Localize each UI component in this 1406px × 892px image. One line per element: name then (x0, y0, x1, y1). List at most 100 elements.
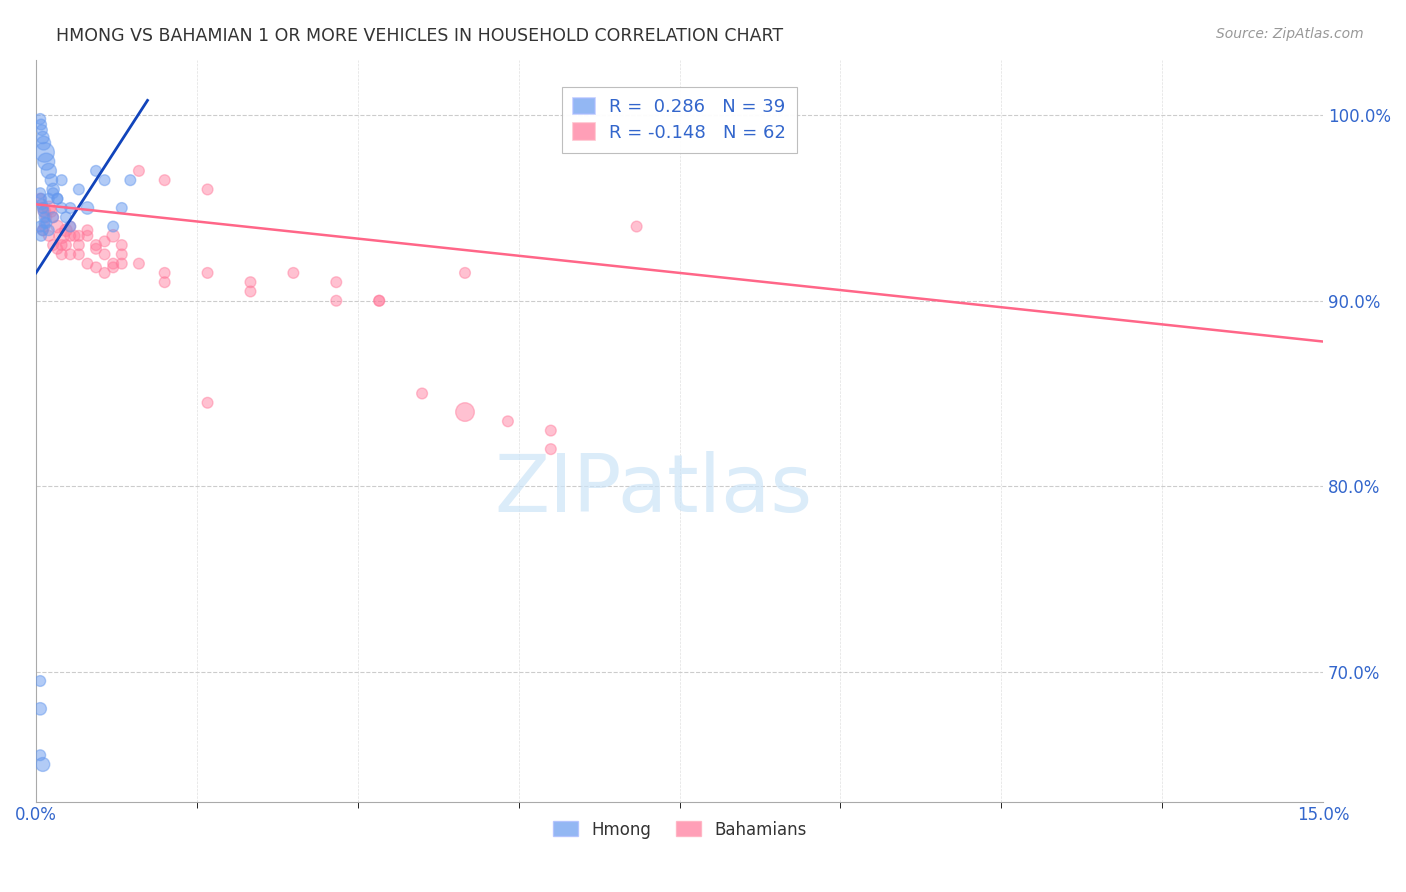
Point (411, 386, 433, 401)
Point (30, 192, 52, 206)
Point (38, 223, 60, 237)
Point (42, 186, 65, 201)
Point (197, 396, 219, 410)
Point (31, 223, 53, 237)
Point (84, 242, 107, 256)
Point (67, 238, 90, 252)
Text: HMONG VS BAHAMIAN 1 OR MORE VEHICLES IN HOUSEHOLD CORRELATION CHART: HMONG VS BAHAMIAN 1 OR MORE VEHICLES IN … (56, 27, 783, 45)
Point (120, 173, 142, 187)
Point (67, 228, 90, 243)
Point (31, 123, 53, 137)
Point (93, 173, 115, 187)
Point (84, 238, 107, 252)
Point (51, 247, 73, 261)
Point (63, 228, 86, 243)
Point (111, 257, 134, 271)
Point (76, 257, 98, 271)
Point (325, 275, 347, 289)
Point (368, 293, 391, 308)
Point (41, 173, 63, 187)
Point (76, 223, 98, 237)
Point (59, 228, 82, 243)
Point (42, 238, 65, 252)
Point (30, 192, 52, 206)
Point (153, 173, 176, 187)
Point (34, 204, 56, 219)
Point (31, 201, 53, 215)
Point (30, 186, 52, 201)
Point (32, 136, 55, 150)
Point (46, 219, 69, 234)
Text: Source: ZipAtlas.com: Source: ZipAtlas.com (1216, 27, 1364, 41)
Point (101, 260, 124, 275)
Point (51, 238, 73, 252)
Point (31, 197, 53, 211)
Point (30, 219, 52, 234)
Point (239, 275, 262, 289)
Point (34, 211, 56, 225)
Point (46, 192, 69, 206)
Point (51, 228, 73, 243)
Point (30, 112, 52, 126)
Point (51, 173, 73, 187)
Point (38, 192, 60, 206)
Point (55, 223, 77, 237)
Point (93, 266, 115, 280)
Point (111, 238, 134, 252)
Point (35, 211, 58, 225)
Point (626, 219, 648, 234)
Point (197, 266, 219, 280)
Point (101, 219, 124, 234)
Point (35, 216, 58, 230)
Point (34, 145, 56, 160)
Point (283, 266, 305, 280)
Point (111, 201, 134, 215)
Point (153, 275, 176, 289)
Point (30, 702, 52, 716)
Point (197, 182, 219, 196)
Point (30, 748, 52, 763)
Point (101, 228, 124, 243)
Point (59, 219, 82, 234)
Point (38, 228, 60, 243)
Point (30, 673, 52, 688)
Point (93, 235, 115, 249)
Point (153, 266, 176, 280)
Point (67, 182, 90, 196)
Point (59, 219, 82, 234)
Point (84, 164, 107, 178)
Point (42, 182, 65, 196)
Text: ZIPatlas: ZIPatlas (495, 451, 813, 529)
Legend: Hmong, Bahamians: Hmong, Bahamians (546, 814, 813, 846)
Point (93, 247, 115, 261)
Point (31, 757, 53, 772)
Point (34, 219, 56, 234)
Point (84, 260, 107, 275)
Point (38, 201, 60, 215)
Point (55, 211, 77, 225)
Point (540, 424, 562, 438)
Point (101, 257, 124, 271)
Point (128, 164, 150, 178)
Point (51, 201, 73, 215)
Point (31, 130, 53, 145)
Point (30, 118, 52, 132)
Point (30, 228, 52, 243)
Point (42, 211, 65, 225)
Point (368, 293, 391, 308)
Point (31, 223, 53, 237)
Point (38, 164, 60, 178)
Point (239, 285, 262, 299)
Point (111, 247, 134, 261)
Point (128, 257, 150, 271)
Point (325, 293, 347, 308)
Point (35, 154, 58, 169)
Point (67, 247, 90, 261)
Point (540, 442, 562, 457)
Point (454, 266, 477, 280)
Point (76, 201, 98, 215)
Point (55, 238, 77, 252)
Point (46, 242, 69, 256)
Point (46, 192, 69, 206)
Point (42, 211, 65, 225)
